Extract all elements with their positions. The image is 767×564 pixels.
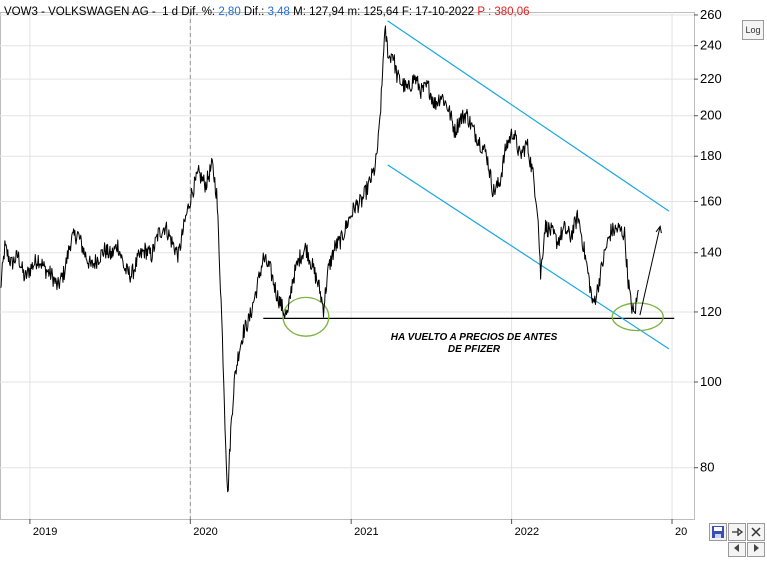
trend-arrow-head bbox=[655, 224, 662, 234]
series-layer bbox=[0, 25, 639, 493]
y-tick-label: 100 bbox=[700, 374, 722, 389]
header-max-value: 127,94 bbox=[309, 6, 345, 18]
support-ellipse-1 bbox=[282, 296, 330, 337]
header-dif-pct-value: 2,80 bbox=[218, 6, 240, 18]
y-tick-label: 180 bbox=[700, 148, 722, 163]
annotation-layer bbox=[263, 20, 675, 350]
floppy-disk-icon[interactable] bbox=[709, 523, 727, 541]
y-tick-label: 160 bbox=[700, 193, 722, 208]
header-date-value: 17-10-2022 bbox=[415, 6, 474, 18]
pin-icon[interactable] bbox=[728, 523, 746, 541]
arrow-right-icon[interactable] bbox=[747, 542, 765, 557]
x-tick-label: 2019 bbox=[33, 526, 57, 538]
y-tick-label: 260 bbox=[700, 7, 722, 22]
header-dif-value: 3,48 bbox=[268, 6, 290, 18]
x-tick-label: 2022 bbox=[515, 526, 539, 538]
x-tick-label: 20 bbox=[675, 526, 687, 538]
upper-channel-line bbox=[387, 20, 670, 212]
header-min-value: 125,64 bbox=[363, 6, 399, 18]
y-tick-label: 200 bbox=[700, 108, 722, 123]
y-tick-label: 140 bbox=[700, 245, 722, 260]
y-axis: 80 100 120 140 160 180 200 220 240 260 bbox=[694, 7, 722, 475]
x-axis: 2019 2020 2021 2022 20 bbox=[29, 519, 687, 538]
y-tick-label: 220 bbox=[700, 71, 722, 86]
annotation-line-1: HA VUELTO A PRECIOS DE ANTES bbox=[391, 332, 558, 343]
y-tick-label: 120 bbox=[700, 304, 722, 319]
header-price-value: 380,06 bbox=[494, 6, 529, 18]
arrow-left-icon[interactable] bbox=[728, 542, 746, 557]
close-icon[interactable] bbox=[747, 523, 765, 541]
header-symbol: VOW3 bbox=[4, 6, 38, 18]
x-tick-label: 2020 bbox=[193, 526, 217, 538]
annotation-line-2: DE PFIZER bbox=[448, 344, 501, 355]
header-company-name: VOLKSWAGEN AG bbox=[48, 6, 149, 18]
trend-arrow-shaft bbox=[639, 226, 661, 316]
y-tick-label: 80 bbox=[700, 460, 714, 475]
lower-channel-line bbox=[387, 164, 670, 350]
log-scale-toggle[interactable]: Log bbox=[742, 20, 764, 40]
plot-frame bbox=[0, 12, 695, 520]
grid-lines bbox=[0, 12, 694, 519]
y-tick-label: 240 bbox=[700, 38, 722, 53]
x-tick-label: 2021 bbox=[354, 526, 378, 538]
chart-header: VOW3 - VOLKSWAGEN AG - 1 d Dif. %: 2,80 … bbox=[4, 6, 530, 18]
price-series-line bbox=[0, 25, 639, 493]
support-ellipse-2 bbox=[611, 302, 664, 332]
